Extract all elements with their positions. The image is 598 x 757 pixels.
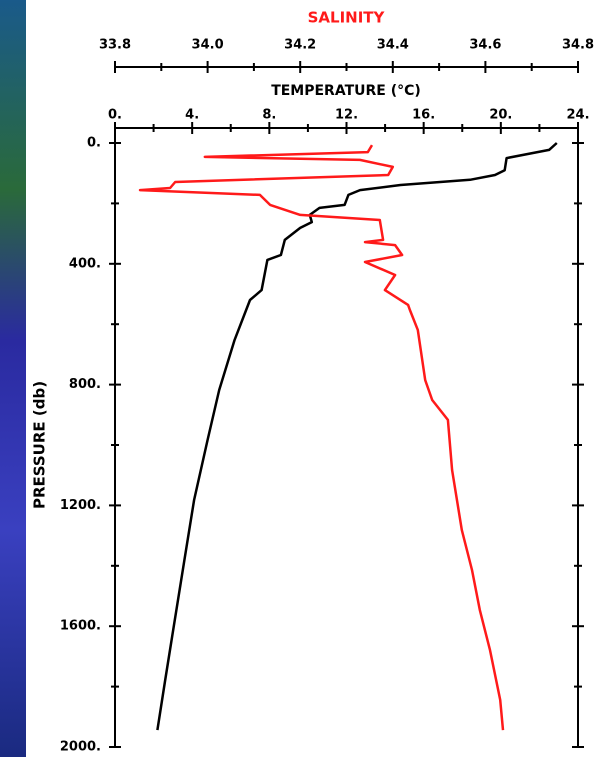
profile-line [138,144,505,731]
profile-line [156,142,558,731]
x-tick-label: 12. [335,108,358,123]
salinity-title: SALINITY [308,9,386,27]
x2-tick-label: 34.4 [377,38,409,53]
y-tick-label: 2000. [60,740,101,755]
side-strip [0,0,26,757]
temperature-label: TEMPERATURE (°C) [271,83,421,99]
x2-tick-label: 34.6 [469,38,501,53]
y-tick-label: 0. [87,136,101,151]
y-tick-label: 1200. [60,498,101,513]
x-tick-label: 0. [108,108,122,123]
x2-tick-label: 33.8 [99,38,131,53]
y-tick-label: 1600. [60,619,101,634]
x2-tick-label: 34.8 [562,38,594,53]
y-tick-label: 400. [69,256,101,271]
pressure-label: PRESSURE (db) [31,381,49,509]
x-tick-label: 24. [566,108,589,123]
x2-tick-label: 34.2 [284,38,316,53]
x-tick-label: 8. [262,108,276,123]
x-tick-label: 16. [412,108,435,123]
x2-tick-label: 34.0 [192,38,224,53]
x-tick-label: 4. [185,108,199,123]
y-tick-label: 800. [69,377,101,392]
x-tick-label: 20. [489,108,512,123]
